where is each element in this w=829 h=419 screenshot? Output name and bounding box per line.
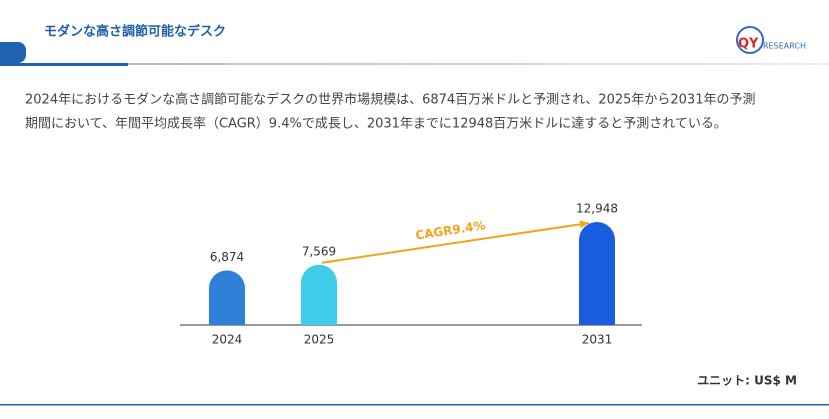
logo-ring bbox=[736, 26, 764, 54]
description-line: 2024年におけるモダンな高さ調節可能なデスクの世界市場規模は、6874百万米ド… bbox=[25, 92, 755, 108]
footer-rule bbox=[0, 404, 829, 406]
logo-text: RESEARCH bbox=[763, 42, 806, 51]
bar bbox=[301, 264, 337, 325]
logo-mark: QY bbox=[738, 37, 759, 52]
description-line: 期間において、年間平均成長率（CAGR）9.4%で成長し、2031年までに129… bbox=[25, 116, 727, 132]
value-label: 7,569 bbox=[302, 244, 336, 258]
bar bbox=[209, 270, 245, 325]
cagr-label: CAGR9.4% bbox=[415, 218, 487, 242]
x-tick-label: 2031 bbox=[582, 333, 613, 347]
x-tick-label: 2024 bbox=[212, 333, 243, 347]
unit-label: ユニット: US$ M bbox=[697, 374, 797, 388]
page-title: モダンな高さ調節可能なデスク bbox=[44, 24, 226, 40]
header-tab bbox=[0, 42, 26, 63]
value-label: 12,948 bbox=[576, 202, 618, 216]
header-accent bbox=[0, 63, 128, 66]
value-label: 6,874 bbox=[210, 250, 244, 264]
cagr-arrow bbox=[321, 222, 590, 264]
bar bbox=[579, 222, 615, 325]
x-tick-label: 2025 bbox=[304, 333, 335, 347]
header-rule bbox=[0, 63, 829, 65]
cagr-arrowhead bbox=[579, 220, 589, 229]
